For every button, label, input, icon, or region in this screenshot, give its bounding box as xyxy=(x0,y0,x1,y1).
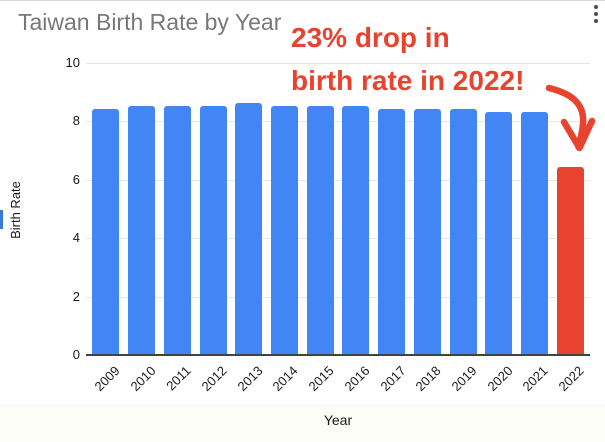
y-tick-label-0: 0 xyxy=(72,347,80,362)
gridline-6 xyxy=(86,179,590,181)
bar-2022 xyxy=(556,167,584,354)
bar-2014 xyxy=(270,105,298,354)
x-axis-line xyxy=(86,354,590,356)
bar-2017 xyxy=(378,108,406,354)
bar-2020 xyxy=(485,111,513,354)
y-tick-label-8: 8 xyxy=(72,113,80,129)
x-axis-title: Year xyxy=(323,412,353,428)
bar-2012 xyxy=(199,105,227,354)
kebab-dot xyxy=(594,12,598,16)
bar-2021 xyxy=(520,111,548,354)
bar-2010 xyxy=(128,105,156,354)
bar-2015 xyxy=(306,105,334,354)
bar-2013 xyxy=(235,102,263,354)
bar-2018 xyxy=(413,108,441,354)
y-tick-label-6: 6 xyxy=(72,171,80,187)
kebab-menu-icon[interactable] xyxy=(589,3,603,27)
y-tick-label-2: 2 xyxy=(72,288,80,304)
gridline-8 xyxy=(86,121,590,123)
kebab-dot xyxy=(594,19,598,23)
bar-2011 xyxy=(163,105,191,354)
y-tick-label-4: 4 xyxy=(72,230,80,246)
page-background-strip xyxy=(0,404,605,442)
plot-area: 0 2 4 6 8 10 2009 2010 2011 2012 2013 2014 2015 2016 2… xyxy=(66,55,590,394)
left-edge-blue-artifact xyxy=(0,210,3,229)
gridline-4 xyxy=(86,238,590,240)
gridline-10 xyxy=(86,63,590,64)
top-divider xyxy=(0,0,605,1)
annotation-line-2: birth rate in 2022! xyxy=(291,65,525,96)
annotation-text: 23% drop in birth rate in 2022! xyxy=(291,16,524,102)
kebab-dot xyxy=(594,5,598,9)
annotation-line-1: 23% drop in xyxy=(291,22,450,53)
gridline-2 xyxy=(86,296,590,298)
y-axis-title: Birth Rate xyxy=(8,181,23,239)
annotation-arrow-icon xyxy=(545,84,596,152)
chart-title: Taiwan Birth Rate by Year xyxy=(18,9,282,35)
bar-2016 xyxy=(342,105,370,354)
bar-2009 xyxy=(92,108,120,354)
bar-2019 xyxy=(449,108,477,354)
y-tick-label-10: 10 xyxy=(65,55,80,70)
